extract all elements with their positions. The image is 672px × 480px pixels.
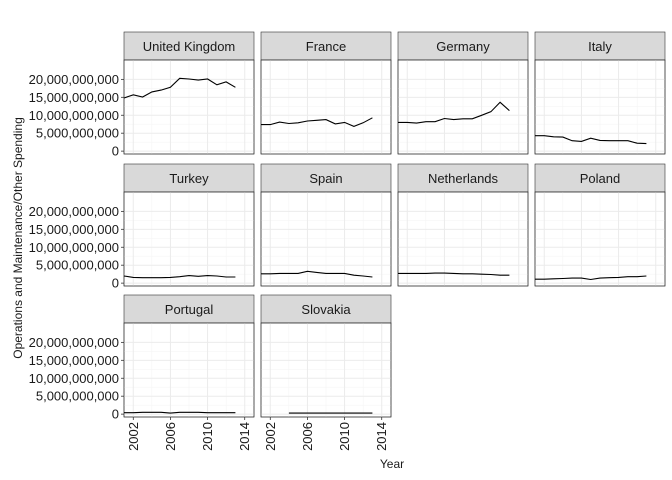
panel-border [397,59,529,155]
panel-spain: Spain [260,163,392,287]
strip-turkey [123,163,255,193]
y-tick-label: 0 [112,144,119,159]
series-line-italy [535,135,647,145]
panel-border [397,191,529,287]
panel-netherlands: Netherlands [397,163,529,287]
y-tick-label: 20,000,000,000 [29,335,119,350]
strip-label: Turkey [169,171,209,186]
y-tick-label: 15,000,000,000 [29,222,119,237]
y-tick-label: 0 [112,276,119,291]
series-line-france [261,117,373,127]
panel-france: France [260,31,392,155]
panel-portugal: Portugal 0 5,000,000,000 10,000,000,000 15,0… [29,294,255,451]
strip-label: Poland [580,171,620,186]
y-axis-title: Operations and Maintenance/Other Spendin… [11,117,25,359]
strip-label: France [306,39,346,54]
strip-label: Spain [309,171,342,186]
strip-france [260,31,392,61]
y-tick-label: 0 [112,407,119,422]
panel-border [123,191,255,287]
x-tick-label: 2002 [263,422,278,451]
x-tick-label: 2006 [300,422,315,451]
x-tick-label: 2006 [163,422,178,451]
y-tick-label: 10,000,000,000 [29,240,119,255]
y-tick-label: 20,000,000,000 [29,72,119,87]
panel-germany: Germany [397,31,529,155]
strip-slovakia [260,294,392,324]
y-tick-label: 15,000,000,000 [29,90,119,105]
strip-label: Germany [436,39,490,54]
strip-label: Portugal [165,302,214,317]
panel-united-kingdom: United Kingdom 0 5,000,000,000 10,000,000,0… [29,31,255,159]
series-line-germany [398,101,510,124]
panel-border [260,191,392,287]
panel-poland: Poland [534,163,666,287]
strip-portugal [123,294,255,324]
panel-slovakia: Slovakia 2002 2006 2010 2014 [260,294,392,451]
panel-border [123,59,255,155]
panel-border [260,59,392,155]
x-tick-label: 2014 [374,422,389,451]
x-tick-label: 2010 [200,422,215,451]
strip-label: United Kingdom [143,39,236,54]
panel-border [123,322,255,418]
panel-border [534,191,666,287]
x-tick-label: 2014 [237,422,252,451]
strip-spain [260,163,392,193]
x-tick-label: 2010 [337,422,352,451]
strip-netherlands [397,163,529,193]
strip-germany [397,31,529,61]
x-axis-title: Year [380,457,404,471]
y-tick-label: 10,000,000,000 [29,108,119,123]
strip-united-kingdom [123,31,255,61]
panel-turkey: Turkey 0 5,000,000,000 10,000,000,000 15,000… [29,163,255,291]
y-tick-label: 5,000,000,000 [36,389,119,404]
strip-label: Italy [588,39,612,54]
y-tick-label: 10,000,000,000 [29,371,119,386]
y-tick-label: 5,000,000,000 [36,258,119,273]
series-line-poland [535,275,647,281]
strip-poland [534,163,666,193]
panel-italy: Italy [534,31,666,155]
panel-border [534,59,666,155]
strip-label: Netherlands [428,171,499,186]
series-line-turkey [123,275,236,279]
series-line-united-kingdom [123,77,236,99]
panels-layer: United Kingdom 0 5,000,000,000 10,000,000,0… [29,31,666,451]
series-line-portugal [124,411,236,414]
panel-border [260,322,392,418]
y-tick-label: 15,000,000,000 [29,353,119,368]
strip-italy [534,31,666,61]
x-tick-label: 2002 [126,422,141,451]
y-tick-label: 20,000,000,000 [29,204,119,219]
series-line-spain [261,270,373,278]
strip-label: Slovakia [301,302,351,317]
y-tick-label: 5,000,000,000 [36,126,119,141]
series-line-netherlands [398,272,510,276]
